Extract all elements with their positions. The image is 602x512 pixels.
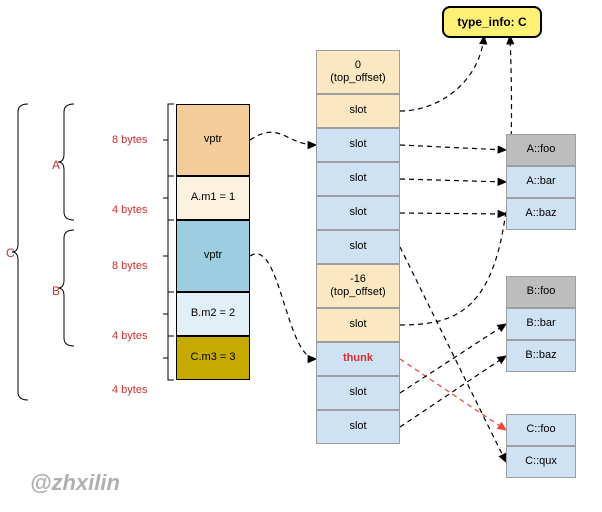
vtbl-cell-8: thunk [316, 342, 400, 376]
obj-cell-3: B.m2 = 2 [176, 292, 250, 336]
obj-cell-0: vptr [176, 104, 250, 176]
size-label-3: 4 bytes [112, 330, 147, 342]
fn-cell-0-0: A::foo [506, 134, 576, 166]
fn-cell-1-2: B::baz [506, 340, 576, 372]
brace-label-C: C [6, 246, 15, 260]
fn-cell-0-1: A::bar [506, 166, 576, 198]
vtbl-cell-2: slot [316, 128, 400, 162]
size-label-2: 8 bytes [112, 260, 147, 272]
fn-cell-2-0: C::foo [506, 414, 576, 446]
brace-label-A: A [52, 158, 60, 172]
brace-label-B: B [52, 284, 60, 298]
fn-cell-2-1: C::qux [506, 446, 576, 478]
size-label-0: 8 bytes [112, 134, 147, 146]
obj-cell-1: A.m1 = 1 [176, 176, 250, 220]
vtbl-cell-0: 0 (top_offset) [316, 50, 400, 94]
fn-cell-1-0: B::foo [506, 276, 576, 308]
size-label-1: 4 bytes [112, 204, 147, 216]
obj-cell-4: C.m3 = 3 [176, 336, 250, 380]
fn-cell-0-2: A::baz [506, 198, 576, 230]
vtbl-cell-10: slot [316, 410, 400, 444]
vtbl-cell-7: slot [316, 308, 400, 342]
obj-cell-2: vptr [176, 220, 250, 292]
vtbl-cell-3: slot [316, 162, 400, 196]
fn-cell-1-1: B::bar [506, 308, 576, 340]
vtbl-cell-4: slot [316, 196, 400, 230]
vtbl-cell-1: slot [316, 94, 400, 128]
vtbl-cell-5: slot [316, 230, 400, 264]
vtbl-cell-6: -16 (top_offset) [316, 264, 400, 308]
typeinfo-box: type_info: C [442, 6, 542, 38]
vtbl-cell-9: slot [316, 376, 400, 410]
size-label-4: 4 bytes [112, 384, 147, 396]
watermark: @zhxilin [30, 470, 120, 496]
